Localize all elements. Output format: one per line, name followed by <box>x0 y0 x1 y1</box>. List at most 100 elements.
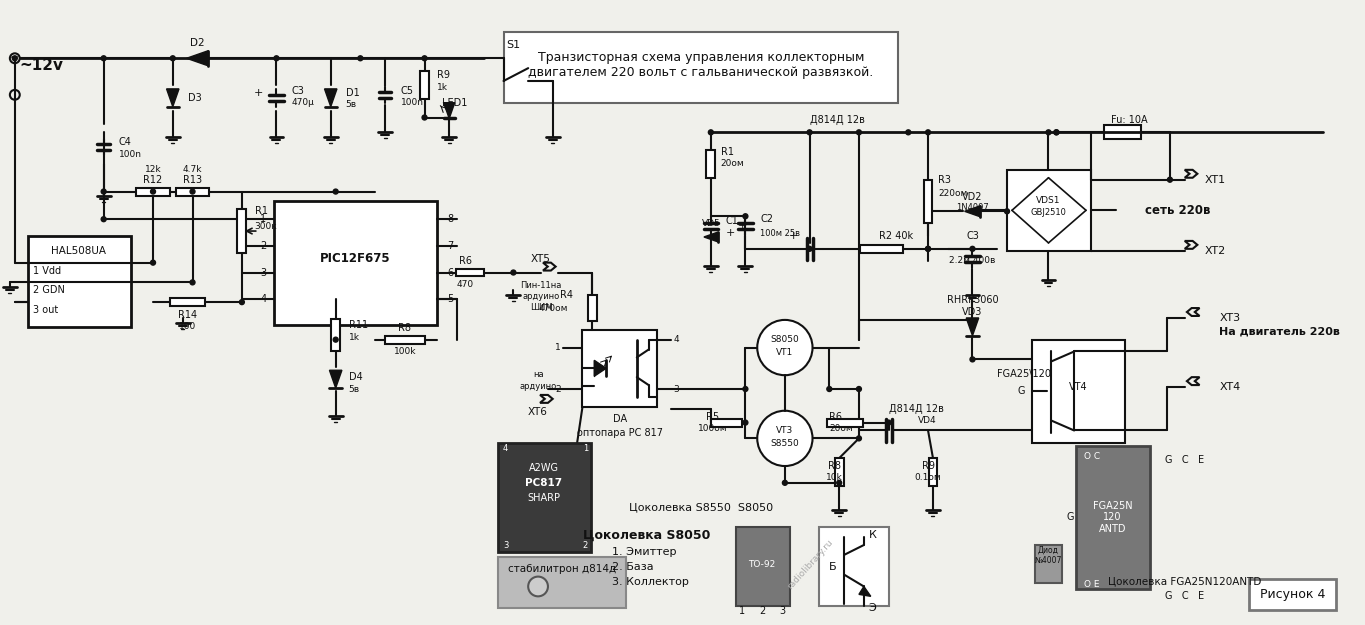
Text: 2: 2 <box>261 241 266 251</box>
Text: 2 GDN: 2 GDN <box>33 285 64 295</box>
Text: R5: R5 <box>706 412 719 422</box>
Text: GBJ2510: GBJ2510 <box>1031 208 1066 217</box>
Circle shape <box>856 386 861 391</box>
Text: VT3: VT3 <box>777 426 793 435</box>
Bar <box>827 419 863 426</box>
Text: 1k: 1k <box>348 333 359 342</box>
Circle shape <box>511 270 516 275</box>
Circle shape <box>239 299 244 304</box>
Bar <box>1249 579 1336 610</box>
Text: R14: R14 <box>177 310 197 320</box>
Text: G   C   E: G C E <box>1166 455 1204 465</box>
Polygon shape <box>167 89 179 107</box>
Bar <box>504 32 898 103</box>
Text: R1: R1 <box>721 147 734 157</box>
Circle shape <box>190 280 195 285</box>
Text: Цоколевка FGA25N120ANTD: Цоколевка FGA25N120ANTD <box>1108 576 1261 586</box>
Text: 3: 3 <box>779 606 785 616</box>
Text: Рисунок 4: Рисунок 4 <box>1260 588 1325 601</box>
Text: 2: 2 <box>759 606 766 616</box>
Bar <box>419 71 430 99</box>
Circle shape <box>743 214 748 219</box>
Text: VD5: VD5 <box>702 219 721 228</box>
Polygon shape <box>187 51 209 66</box>
Circle shape <box>1167 177 1173 182</box>
Bar <box>238 209 246 252</box>
Circle shape <box>743 386 748 391</box>
Text: S1: S1 <box>506 41 520 51</box>
Text: 20ом: 20ом <box>721 159 744 168</box>
Circle shape <box>827 386 831 391</box>
Polygon shape <box>444 102 455 119</box>
Text: 2: 2 <box>583 541 588 549</box>
Bar <box>498 557 627 608</box>
Polygon shape <box>325 89 337 107</box>
Text: R7: R7 <box>564 453 577 463</box>
Text: S8550: S8550 <box>770 439 800 448</box>
Bar <box>274 201 437 325</box>
Bar <box>1104 126 1141 139</box>
Text: G: G <box>1017 386 1025 396</box>
Text: 100n: 100n <box>119 149 142 159</box>
Polygon shape <box>594 361 606 376</box>
Circle shape <box>837 481 842 485</box>
Circle shape <box>925 246 931 251</box>
Text: FGA25N
120
ANTD: FGA25N 120 ANTD <box>1093 501 1133 534</box>
Circle shape <box>358 56 363 61</box>
Text: 3 out: 3 out <box>33 305 57 315</box>
Text: LED1: LED1 <box>442 98 468 107</box>
Circle shape <box>906 130 910 135</box>
Text: 2.2м 400в: 2.2м 400в <box>949 256 995 265</box>
Text: G   C   E: G C E <box>1166 591 1204 601</box>
Text: O C: O C <box>1084 452 1100 461</box>
Circle shape <box>274 56 278 61</box>
Text: R6: R6 <box>830 412 842 422</box>
Text: XT2: XT2 <box>1204 246 1226 256</box>
Circle shape <box>758 320 812 375</box>
Text: 100м 25в: 100м 25в <box>760 229 800 238</box>
Text: 6: 6 <box>448 268 453 278</box>
Bar <box>498 443 591 552</box>
Text: Диод
№4007: Диод №4007 <box>1035 545 1062 564</box>
Text: 100k: 100k <box>393 347 416 356</box>
Text: 470μ: 470μ <box>291 98 314 107</box>
Text: 5в: 5в <box>348 384 359 394</box>
Bar <box>385 336 425 344</box>
Circle shape <box>758 411 812 466</box>
Text: 100n: 100n <box>401 98 425 107</box>
Circle shape <box>101 56 106 61</box>
Circle shape <box>150 189 156 194</box>
Text: ардуино: ардуино <box>523 292 560 301</box>
Polygon shape <box>966 318 979 336</box>
Text: VD3: VD3 <box>962 307 983 317</box>
Text: 2: 2 <box>556 384 561 394</box>
Circle shape <box>925 130 931 135</box>
Text: Цоколевка S8050: Цоколевка S8050 <box>583 529 710 542</box>
Text: S8050: S8050 <box>770 335 800 344</box>
Text: 1: 1 <box>740 606 745 616</box>
Text: 1N4007: 1N4007 <box>955 203 988 212</box>
Circle shape <box>925 246 931 251</box>
Bar <box>736 528 790 606</box>
Text: 100: 100 <box>179 322 197 331</box>
Text: +: + <box>726 228 734 238</box>
Text: radiolibrary.ru: radiolibrary.ru <box>785 538 834 591</box>
Text: C3: C3 <box>291 86 304 96</box>
Text: 3: 3 <box>673 384 678 394</box>
Text: +: + <box>254 88 263 98</box>
Bar <box>1035 545 1062 582</box>
Text: 3: 3 <box>261 268 266 278</box>
Polygon shape <box>965 206 980 217</box>
Text: Пин-11на: Пин-11на <box>520 281 562 290</box>
Text: Fu: 10A: Fu: 10A <box>1111 116 1148 126</box>
Text: R9: R9 <box>437 70 450 80</box>
Bar <box>1007 170 1091 251</box>
Text: D1: D1 <box>345 88 359 98</box>
Bar <box>707 150 715 178</box>
Text: C1: C1 <box>726 216 738 226</box>
Circle shape <box>333 189 339 194</box>
Text: 1. Эмиттер: 1. Эмиттер <box>612 547 677 557</box>
Text: XT6: XT6 <box>528 407 547 417</box>
Text: R4: R4 <box>560 290 573 300</box>
Text: Цоколевка S8550  S8050: Цоколевка S8550 S8050 <box>629 503 773 512</box>
